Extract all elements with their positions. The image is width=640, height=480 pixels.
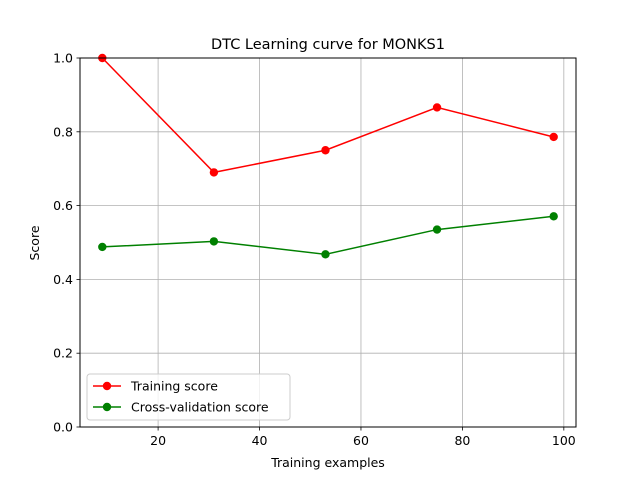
legend-training-score-marker bbox=[102, 381, 112, 391]
training-score-point bbox=[321, 146, 330, 155]
cross-validation-score-line bbox=[102, 215, 554, 256]
x-tick-label: 80 bbox=[454, 433, 470, 448]
x-axis-label: Training examples bbox=[270, 455, 385, 470]
chart-title: DTC Learning curve for MONKS1 bbox=[211, 37, 445, 53]
x-tick-label: 40 bbox=[252, 433, 268, 448]
axes-frame bbox=[79, 57, 577, 428]
y-tick-label: 0.2 bbox=[53, 346, 73, 361]
series-layer bbox=[98, 53, 558, 259]
training-score-line bbox=[101, 57, 554, 174]
cross-validation-score-point bbox=[321, 250, 330, 259]
legend-training-score-label: Training score bbox=[130, 379, 218, 394]
legend-cross-validation-score-marker bbox=[102, 402, 112, 412]
legend-cross-validation-score-label: Cross-validation score bbox=[131, 400, 269, 415]
cross-validation-score-point bbox=[432, 225, 442, 234]
training-score-point bbox=[432, 103, 442, 112]
cross-validation-score-point bbox=[549, 212, 558, 221]
cross-validation-score-point bbox=[209, 237, 219, 246]
legend: Training score Cross-validation score bbox=[86, 373, 291, 421]
y-tick-label: 0.6 bbox=[53, 198, 73, 213]
x-tick-label: 60 bbox=[353, 433, 369, 448]
training-score-point bbox=[549, 132, 558, 142]
x-tick-label: 20 bbox=[150, 433, 166, 448]
y-tick-label: 0.8 bbox=[53, 124, 73, 139]
grid bbox=[80, 57, 576, 428]
y-axis-label: Score bbox=[27, 225, 42, 260]
y-tick-label: 0.4 bbox=[53, 272, 73, 287]
legend-box bbox=[86, 373, 291, 421]
x-tick-label: 100 bbox=[552, 433, 576, 448]
y-tick-label: 0.0 bbox=[53, 420, 73, 435]
ticks: 20 40 60 80 100 0.0 0.2 0.4 0.6 0.8 1.0 bbox=[53, 51, 576, 449]
training-score-point bbox=[209, 168, 219, 177]
cross-validation-score-point bbox=[98, 242, 107, 252]
y-tick-label: 1.0 bbox=[53, 51, 73, 66]
